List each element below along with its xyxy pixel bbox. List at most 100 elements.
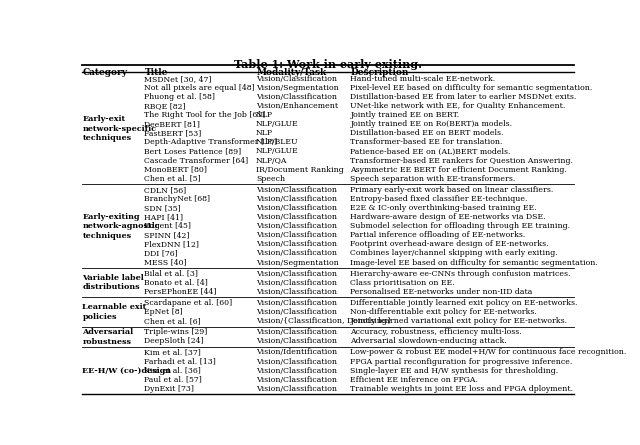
- Text: MSDNet [30, 47]: MSDNet [30, 47]: [145, 75, 212, 83]
- Text: Image-level EE based on difficulty for semantic segmentation.: Image-level EE based on difficulty for s…: [350, 259, 598, 267]
- Text: Hand-tuned multi-scale EE-network.: Hand-tuned multi-scale EE-network.: [350, 75, 495, 83]
- Text: Vision/Classification: Vision/Classification: [256, 367, 337, 375]
- Text: Distillation-based EE on BERT models.: Distillation-based EE on BERT models.: [350, 129, 504, 138]
- Text: Differentiable jointly learned exit policy on EE-networks.: Differentiable jointly learned exit poli…: [350, 299, 578, 307]
- Text: MESS [40]: MESS [40]: [145, 259, 187, 267]
- Text: Vision/Classification: Vision/Classification: [256, 195, 337, 203]
- Text: Title: Title: [145, 68, 168, 77]
- Text: Adversarial slowdown-enducing attack.: Adversarial slowdown-enducing attack.: [350, 337, 507, 345]
- Text: Vision/Classification: Vision/Classification: [256, 279, 337, 287]
- Text: Cascade Transformer [64]: Cascade Transformer [64]: [145, 157, 248, 165]
- Text: Efficient EE inference on FPGA.: Efficient EE inference on FPGA.: [350, 376, 478, 384]
- Text: Vision/Classification: Vision/Classification: [256, 385, 337, 393]
- Text: Transformer-based EE rankers for Question Answering.: Transformer-based EE rankers for Questio…: [350, 157, 573, 165]
- Text: NLP/GLUE: NLP/GLUE: [256, 120, 299, 128]
- Text: Combines layer/channel skipping with early exiting.: Combines layer/channel skipping with ear…: [350, 249, 558, 257]
- Text: Learnable exit
policies: Learnable exit policies: [83, 303, 147, 321]
- Text: Low-power & robust EE model+H/W for continuous face recognition.: Low-power & robust EE model+H/W for cont…: [350, 348, 627, 356]
- Text: Jointly trained EE on Ro(BERT)a models.: Jointly trained EE on Ro(BERT)a models.: [350, 120, 513, 128]
- Text: Table 1: Work in early exiting.: Table 1: Work in early exiting.: [234, 59, 422, 70]
- Text: Vision/Classification: Vision/Classification: [256, 186, 337, 194]
- Text: CDLN [56]: CDLN [56]: [145, 186, 187, 194]
- Text: Vision/Classification: Vision/Classification: [256, 222, 337, 230]
- Text: Vision/Segmentation: Vision/Segmentation: [256, 259, 339, 267]
- Text: Personalised EE-networks under non-IID data: Personalised EE-networks under non-IID d…: [350, 288, 532, 296]
- Text: Transformer-based EE for translation.: Transformer-based EE for translation.: [350, 138, 503, 146]
- Text: Hierarchy-aware ee-CNNs through confusion matrices.: Hierarchy-aware ee-CNNs through confusio…: [350, 270, 571, 278]
- Text: Distillation-based EE from later to earlier MSDNet exits.: Distillation-based EE from later to earl…: [350, 93, 577, 101]
- Text: DeeBERT [81]: DeeBERT [81]: [145, 120, 200, 128]
- Text: Jointly trained EE on BERT.: Jointly trained EE on BERT.: [350, 111, 460, 119]
- Text: The Right Tool for the Job [61]: The Right Tool for the Job [61]: [145, 111, 266, 119]
- Text: Phuong et al. [58]: Phuong et al. [58]: [145, 93, 215, 101]
- Text: UNet-like network with EE, for Quality Enhancement.: UNet-like network with EE, for Quality E…: [350, 102, 566, 110]
- Text: Farhadi et al. [13]: Farhadi et al. [13]: [145, 357, 216, 365]
- Text: Trainable weights in joint EE loss and FPGA dployment.: Trainable weights in joint EE loss and F…: [350, 385, 573, 393]
- Text: Vision/Classification: Vision/Classification: [256, 270, 337, 278]
- Text: SPINN [42]: SPINN [42]: [145, 231, 190, 239]
- Text: Early-exiting
network-agnostic
techniques: Early-exiting network-agnostic technique…: [83, 213, 160, 240]
- Text: IR/Document Ranking: IR/Document Ranking: [256, 166, 344, 174]
- Text: Paul et al. [57]: Paul et al. [57]: [145, 376, 202, 384]
- Text: Vision/Classification: Vision/Classification: [256, 204, 337, 212]
- Text: Speech separation with EE-transformers.: Speech separation with EE-transformers.: [350, 175, 516, 183]
- Text: NLP/BLEU: NLP/BLEU: [256, 138, 299, 146]
- Text: Single-layer EE and H/W synthesis for thresholding.: Single-layer EE and H/W synthesis for th…: [350, 367, 559, 375]
- Text: E2E & IC-only overthinking-based training EE.: E2E & IC-only overthinking-based trainin…: [350, 204, 537, 212]
- Text: Chen et al. [5]: Chen et al. [5]: [145, 175, 201, 183]
- Text: Patience-based EE on (AL)BERT models.: Patience-based EE on (AL)BERT models.: [350, 147, 511, 155]
- Text: SDN [35]: SDN [35]: [145, 204, 181, 212]
- Text: Vision/Classification: Vision/Classification: [256, 308, 337, 316]
- Text: Footprint overhead-aware design of EE-networks.: Footprint overhead-aware design of EE-ne…: [350, 240, 549, 248]
- Text: Bert Loses Patience [89]: Bert Loses Patience [89]: [145, 147, 242, 155]
- Text: Vision/Segmentation: Vision/Segmentation: [256, 84, 339, 92]
- Text: Vision/Identification: Vision/Identification: [256, 348, 337, 356]
- Text: EE-H/W (co-)design: EE-H/W (co-)design: [83, 367, 172, 375]
- Text: Kim et al. [37]: Kim et al. [37]: [145, 348, 201, 356]
- Text: Early-exit
network-specific
techniques: Early-exit network-specific techniques: [83, 115, 157, 142]
- Text: Asymmetric EE BERT for efficient Document Ranking.: Asymmetric EE BERT for efficient Documen…: [350, 166, 567, 174]
- Text: DeepSloth [24]: DeepSloth [24]: [145, 337, 204, 345]
- Text: Vision/{Classification, Denoising}: Vision/{Classification, Denoising}: [256, 317, 392, 325]
- Text: Vision/Classification: Vision/Classification: [256, 376, 337, 384]
- Text: DDI [76]: DDI [76]: [145, 249, 178, 257]
- Text: Partial inference offloading of EE-networks.: Partial inference offloading of EE-netwo…: [350, 231, 525, 239]
- Text: FPGA partial reconfiguration for progressive inference.: FPGA partial reconfiguration for progres…: [350, 357, 573, 365]
- Text: Vision/Classification: Vision/Classification: [256, 328, 337, 336]
- Text: Pixel-level EE based on difficulty for semantic segmentation.: Pixel-level EE based on difficulty for s…: [350, 84, 593, 92]
- Text: Vision/Classification: Vision/Classification: [256, 240, 337, 248]
- Text: Vision/Classification: Vision/Classification: [256, 357, 337, 365]
- Text: Adversarial
robustness: Adversarial robustness: [83, 328, 134, 345]
- Text: Non-differentiable exit policy for EE-networks.: Non-differentiable exit policy for EE-ne…: [350, 308, 537, 316]
- Text: Speech: Speech: [256, 175, 285, 183]
- Text: Edgent [45]: Edgent [45]: [145, 222, 191, 230]
- Text: NLP: NLP: [256, 129, 273, 138]
- Text: Jointly learned variational exit policy for EE-networks.: Jointly learned variational exit policy …: [350, 317, 568, 325]
- Text: Scardapane et al. [60]: Scardapane et al. [60]: [145, 299, 232, 307]
- Text: Triple-wins [29]: Triple-wins [29]: [145, 328, 208, 336]
- Text: Vision/Enhancement: Vision/Enhancement: [256, 102, 338, 110]
- Text: FlexDNN [12]: FlexDNN [12]: [145, 240, 199, 248]
- Text: Class prioritisation on EE.: Class prioritisation on EE.: [350, 279, 455, 287]
- Text: Depth-Adaptive Transformer [10]: Depth-Adaptive Transformer [10]: [145, 138, 278, 146]
- Text: Kim et al. [36]: Kim et al. [36]: [145, 367, 201, 375]
- Text: Variable label
distributions: Variable label distributions: [83, 274, 144, 291]
- Text: NLP/GLUE: NLP/GLUE: [256, 147, 299, 155]
- Text: Bonato et al. [4]: Bonato et al. [4]: [145, 279, 208, 287]
- Text: Vision/Classification: Vision/Classification: [256, 231, 337, 239]
- Text: NLP/QA: NLP/QA: [256, 157, 287, 165]
- Text: Vision/Classification: Vision/Classification: [256, 299, 337, 307]
- Text: Vision/Classification: Vision/Classification: [256, 337, 337, 345]
- Text: Modality/Task: Modality/Task: [256, 68, 326, 77]
- Text: PersEPhonEE [44]: PersEPhonEE [44]: [145, 288, 217, 296]
- Text: Chen et al. [6]: Chen et al. [6]: [145, 317, 201, 325]
- Text: Vision/Classification: Vision/Classification: [256, 213, 337, 221]
- Text: MonoBERT [80]: MonoBERT [80]: [145, 166, 207, 174]
- Text: Description: Description: [350, 68, 409, 77]
- Text: Vision/Classification: Vision/Classification: [256, 75, 337, 83]
- Text: Not all pixels are equal [48]: Not all pixels are equal [48]: [145, 84, 255, 92]
- Text: Accuracy, robustness, efficiency multi-loss.: Accuracy, robustness, efficiency multi-l…: [350, 328, 522, 336]
- Text: Entropy-based fixed classifier EE-technique.: Entropy-based fixed classifier EE-techni…: [350, 195, 528, 203]
- Text: Hardware-aware design of EE-networks via DSE.: Hardware-aware design of EE-networks via…: [350, 213, 546, 221]
- Text: Bilal et al. [3]: Bilal et al. [3]: [145, 270, 198, 278]
